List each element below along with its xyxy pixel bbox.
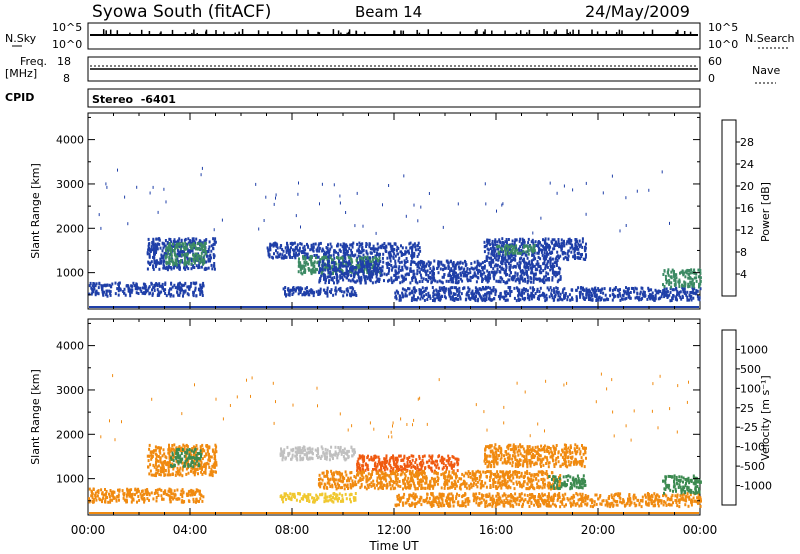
power-echo-region xyxy=(662,268,702,289)
power-ytick-label: 3000 xyxy=(56,178,84,191)
power-ytick-label: 2000 xyxy=(56,222,84,235)
power-sparse-echoes xyxy=(98,166,670,235)
velocity-panel: 1000 2000 3000 4000 Slant Range [km] 1000 50… xyxy=(29,318,772,516)
x-tick-label: 00:00 xyxy=(683,523,718,537)
velocity-echo-region xyxy=(88,487,205,504)
velocity-colorbar-tick: 100 xyxy=(740,382,761,395)
power-echo-region xyxy=(282,286,358,298)
power-colorbar-tick: 28 xyxy=(740,136,754,149)
nave-min: 0 xyxy=(708,72,715,85)
velocity-colorbar-tick: -100 xyxy=(740,441,765,454)
power-ytick-label: 4000 xyxy=(56,134,84,147)
power-echo-region xyxy=(266,241,422,261)
cpid-value: Stereo -6401 xyxy=(92,93,176,106)
nsky-label: N.Sky xyxy=(5,32,37,45)
cpid-panel: CPID Stereo -6401 xyxy=(5,88,701,108)
power-colorbar-tick: 8 xyxy=(740,246,747,259)
velocity-echo-region xyxy=(483,443,587,469)
power-colorbar-tick: 12 xyxy=(740,224,754,237)
power-colorbar-tick: 4 xyxy=(740,268,747,281)
velocity-colorbar-tick: 25 xyxy=(740,402,754,415)
cpid-label: CPID xyxy=(5,91,34,104)
velocity-ytick-label: 2000 xyxy=(56,428,84,441)
velocity-echo-region xyxy=(279,492,357,504)
power-colorbar-tick: 24 xyxy=(740,158,754,171)
velocity-sparse-echoes xyxy=(100,372,689,442)
nsky-max: 10^5 xyxy=(52,21,82,34)
nsearch-max: 10^5 xyxy=(708,21,738,34)
nsearch-min: 10^0 xyxy=(708,38,738,51)
velocity-colorbar: 1000 500 100 25 -25 -100 -500 -1000 xyxy=(721,329,772,506)
nave-label: Nave xyxy=(752,64,780,77)
power-colorbar-tick: 20 xyxy=(740,180,754,193)
power-colorbar: 4 8 12 16 20 24 28 xyxy=(721,119,754,297)
velocity-echo-region xyxy=(170,447,203,469)
date-label: 24/May/2009 xyxy=(585,2,690,21)
freq-panel: Freq. [MHz] 18 8 60 0 Nave xyxy=(5,55,780,85)
x-tick-label: 00:00 xyxy=(71,523,106,537)
nave-max: 60 xyxy=(708,55,722,68)
velocity-colorbar-label: Velocity [m s⁻¹] xyxy=(759,375,772,460)
velocity-echo-region xyxy=(279,445,356,462)
power-ylabel: Slant Range [km] xyxy=(29,163,42,259)
velocity-colorbar-tick: 1000 xyxy=(740,343,768,356)
plot-title: Syowa South (fitACF) xyxy=(92,2,271,22)
freq-max: 18 xyxy=(57,55,71,68)
power-colorbar-label: Power [dB] xyxy=(759,182,772,242)
power-echo-region xyxy=(318,259,562,285)
freq-min: 8 xyxy=(63,72,70,85)
x-tick-label: 20:00 xyxy=(581,523,616,537)
power-ytick-label: 1000 xyxy=(56,267,84,280)
x-tick-label: 16:00 xyxy=(479,523,514,537)
velocity-echo-region xyxy=(548,474,587,491)
velocity-colorbar-tick: -1000 xyxy=(740,480,772,493)
x-tick-label: 04:00 xyxy=(173,523,208,537)
beam-label: Beam 14 xyxy=(355,3,422,21)
power-panel: 1000 2000 3000 4000 Slant Range [km] 4 8 12 16… xyxy=(29,112,772,310)
power-colorbar-tick: 16 xyxy=(740,202,754,215)
x-tick-label: 08:00 xyxy=(275,523,310,537)
power-echo-region xyxy=(88,281,205,298)
velocity-colorbar-tick: 500 xyxy=(740,363,761,376)
power-echo-region xyxy=(394,285,702,303)
freq-label-2: [MHz] xyxy=(5,67,37,80)
velocity-colorbar-tick: -25 xyxy=(740,421,758,434)
velocity-colorbar-tick: -500 xyxy=(740,460,765,473)
velocity-ylabel: Slant Range [km] xyxy=(29,369,42,465)
power-echo-region xyxy=(164,241,207,267)
velocity-ytick-label: 3000 xyxy=(56,384,84,397)
velocity-echo-region xyxy=(356,454,460,473)
velocity-ytick-label: 1000 xyxy=(56,473,84,486)
power-echo-region xyxy=(496,243,536,256)
velocity-ytick-label: 4000 xyxy=(56,340,84,353)
nsky-min: 10^0 xyxy=(52,38,82,51)
nsky-panel: N.Sky 10^5 10^0 10^5 10^0 N.Search xyxy=(5,21,795,51)
velocity-plot-area xyxy=(87,318,701,516)
x-tick-label: 12:00 xyxy=(377,523,412,537)
x-axis-label: Time UT xyxy=(368,539,419,553)
freq-label-1: Freq. xyxy=(20,55,47,68)
velocity-echo-region xyxy=(317,469,562,491)
nsearch-label: N.Search xyxy=(745,32,795,45)
